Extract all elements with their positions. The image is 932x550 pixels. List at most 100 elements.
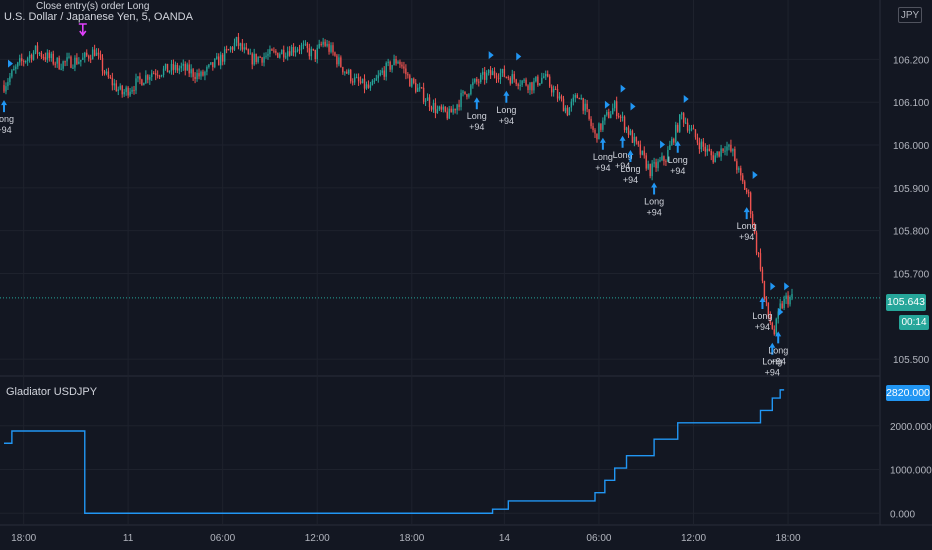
- candle-body: [13, 69, 15, 71]
- candle-body: [592, 126, 594, 130]
- candle-body: [351, 81, 354, 83]
- candle-body: [505, 76, 508, 78]
- candle-body: [483, 71, 486, 80]
- candle-body: [432, 103, 435, 110]
- time-tick-label: 11: [123, 533, 134, 544]
- long-entry-label: Long: [737, 221, 757, 231]
- candle-body: [426, 97, 429, 101]
- candle-body: [344, 71, 346, 73]
- candle-body: [761, 269, 764, 281]
- candle-body: [422, 87, 425, 102]
- bar-timer-badge: 00:14: [899, 315, 929, 330]
- candle-body: [383, 70, 385, 77]
- candle-body: [107, 71, 110, 78]
- candle-body: [418, 87, 421, 89]
- candle-body: [537, 76, 539, 86]
- candle-body: [88, 55, 90, 59]
- candle-body: [448, 108, 450, 119]
- candle-body: [200, 71, 202, 77]
- candle-body: [334, 52, 336, 56]
- candle-body: [9, 76, 11, 82]
- price-tick-label: 106.100: [893, 98, 930, 109]
- candle-body: [541, 77, 543, 84]
- currency-button[interactable]: JPY: [898, 7, 922, 23]
- long-entry-label: Long: [644, 197, 664, 207]
- candle-body: [359, 81, 362, 83]
- candle-body: [694, 129, 697, 138]
- candle-body: [253, 53, 255, 65]
- candle-body: [671, 138, 673, 145]
- candle-body: [381, 70, 383, 73]
- candle-body: [698, 142, 701, 150]
- candle-body: [744, 181, 746, 190]
- symbol-title[interactable]: U.S. Dollar / Japanese Yen, 5, OANDA: [4, 11, 193, 23]
- candle-body: [283, 49, 285, 58]
- candle-body: [174, 64, 177, 70]
- profit-label: +94: [623, 175, 638, 185]
- candle-body: [405, 68, 407, 75]
- long-entry-label: Long: [496, 105, 516, 115]
- candle-body: [273, 50, 275, 52]
- candle-body: [602, 120, 604, 130]
- candle-body: [791, 293, 793, 297]
- candle-body: [318, 43, 320, 48]
- candle-body: [568, 107, 571, 116]
- candle-body: [375, 78, 378, 81]
- candle-body: [164, 63, 167, 69]
- candle-body: [704, 146, 707, 152]
- candle-body: [619, 116, 622, 118]
- candle-body: [38, 52, 41, 54]
- candle-body: [789, 296, 791, 305]
- candle-body: [480, 74, 482, 82]
- candle-body: [367, 84, 370, 88]
- candle-body: [342, 67, 344, 73]
- candle-body: [763, 280, 766, 299]
- candle-body: [755, 232, 758, 253]
- long-entry-arrow-icon: [503, 90, 510, 103]
- candle-body: [218, 56, 220, 66]
- candle-body: [462, 91, 464, 93]
- candle-body: [531, 82, 533, 91]
- candle-body: [552, 88, 555, 93]
- candle-body: [655, 162, 657, 169]
- candle-body: [466, 94, 468, 97]
- candle-body: [507, 76, 510, 79]
- long-entry-label: Long: [762, 357, 782, 367]
- long-entry-arrow-icon: [473, 97, 480, 110]
- candle-body: [543, 76, 545, 78]
- candle-body: [452, 108, 454, 113]
- candle-body: [361, 78, 364, 83]
- candle-body: [320, 43, 322, 45]
- candle-body: [706, 148, 708, 152]
- candle-body: [509, 78, 511, 84]
- candle-body: [261, 57, 263, 63]
- candle-body: [221, 54, 224, 62]
- profit-label: +94: [771, 356, 786, 366]
- candle-body: [182, 63, 184, 66]
- indicator-title[interactable]: Gladiator USDJPY: [6, 386, 98, 398]
- candle-body: [726, 146, 728, 151]
- candle-body: [771, 322, 773, 330]
- candle-body: [503, 69, 506, 77]
- candle-body: [105, 71, 108, 74]
- candle-body: [411, 78, 413, 87]
- candle-body: [582, 98, 584, 111]
- candle-body: [255, 53, 257, 62]
- candle-body: [204, 71, 206, 76]
- candle-body: [269, 49, 271, 55]
- candle-body: [241, 43, 244, 50]
- candle-body: [162, 68, 165, 76]
- candle-body: [115, 83, 117, 92]
- long-entry-arrow-icon: [627, 150, 634, 163]
- candle-body: [302, 44, 305, 46]
- candle-body: [196, 73, 198, 80]
- candle-body: [56, 57, 58, 64]
- candle-body: [716, 151, 718, 156]
- candle-body: [612, 108, 614, 115]
- long-exit-marker-icon: [752, 171, 758, 180]
- candles: [3, 32, 793, 336]
- candle-body: [554, 88, 557, 90]
- candle-body: [117, 89, 119, 92]
